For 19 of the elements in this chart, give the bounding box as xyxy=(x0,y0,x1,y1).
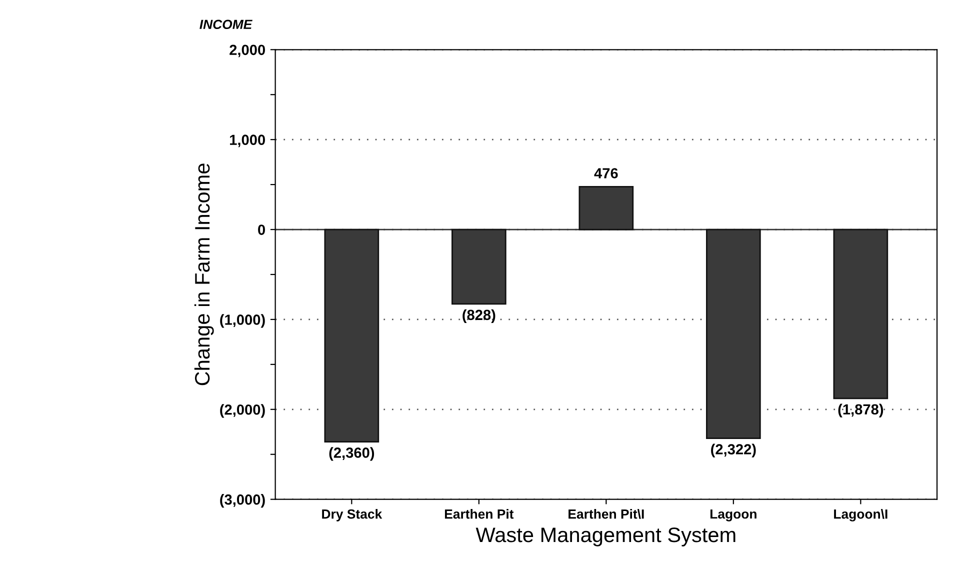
x-tick-label: Lagoon\I xyxy=(834,509,888,522)
text: INCOME xyxy=(200,20,252,30)
data-label: (2,322) xyxy=(711,444,756,458)
x-tick-label: Dry Stack xyxy=(322,509,382,522)
x-tick-label: Earthen Pit\I xyxy=(568,509,644,519)
y-tick-label: (1,000) xyxy=(220,314,265,328)
data-label: (828) xyxy=(462,309,496,323)
data-label: (2,360) xyxy=(329,447,374,461)
data-label: 476 xyxy=(594,168,618,178)
y-tick-label: 0 xyxy=(258,224,265,235)
y-axis-title: Change in Farm Income xyxy=(194,164,214,386)
x-tick-label: Lagoon xyxy=(710,509,756,522)
x-tick-label: Earthen Pit xyxy=(444,509,514,519)
y-tick-label: (3,000) xyxy=(220,494,265,508)
y-tick-label: (2,000) xyxy=(220,404,265,418)
y-tick-label: 1,000 xyxy=(230,134,265,148)
data-label: (1,878) xyxy=(838,404,884,418)
x-axis-title: Waste Management System xyxy=(476,528,736,546)
y-tick-label: 2,000 xyxy=(230,44,265,58)
